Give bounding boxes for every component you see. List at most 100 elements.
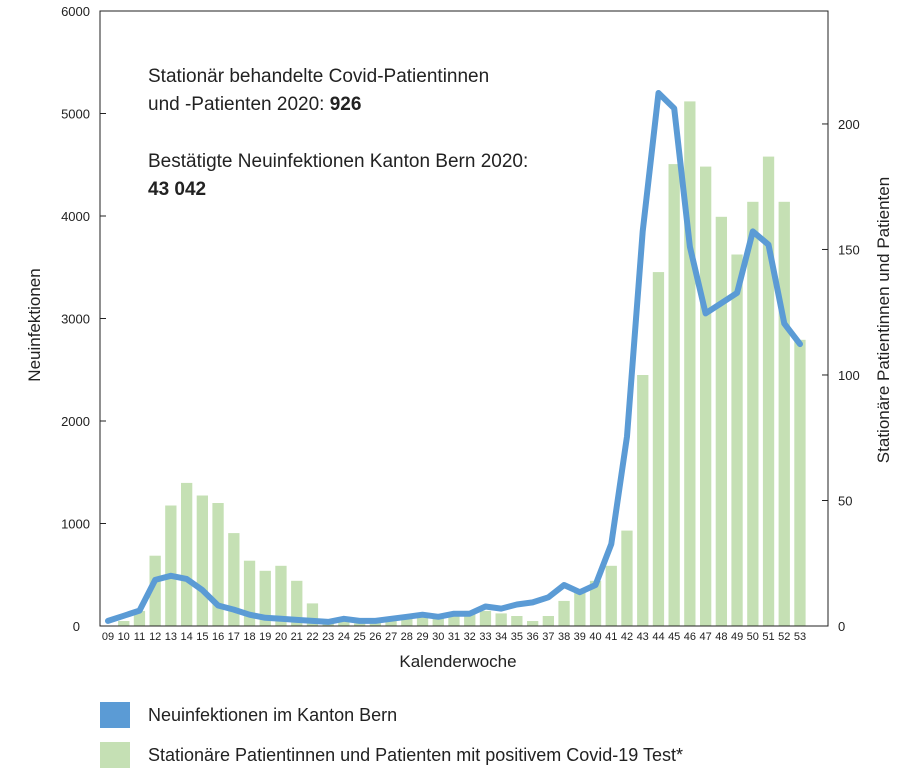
bar-week-37 [542,616,554,626]
x-tick-label: 26 [369,631,381,643]
bar-week-17 [228,533,240,626]
bar-week-28 [401,616,413,626]
legend-item-infections: Neuinfektionen im Kanton Bern [100,698,683,732]
x-tick-label: 18 [243,631,255,643]
x-tick-label: 44 [652,631,664,643]
x-tick-label: 27 [385,631,397,643]
bar-week-27 [385,618,397,626]
x-tick-label: 34 [495,631,507,643]
right-axis-ticks: 0 50 100 150 200 [822,117,860,634]
bar-week-39 [574,590,586,626]
bar-week-34 [495,613,507,626]
left-tick-label: 0 [73,619,80,634]
x-tick-label: 35 [511,631,523,643]
x-tick-label: 22 [306,631,318,643]
x-tick-label: 33 [479,631,491,643]
left-tick-label: 6000 [61,4,90,19]
x-tick-label: 17 [228,631,240,643]
bar-week-33 [479,610,492,626]
left-axis-label: Neuinfektionen [25,268,44,381]
x-tick-label: 15 [196,631,208,643]
chart: 0 1000 2000 3000 4000 5000 6000 0 50 100 150 200 0… [25,4,893,671]
annotation-infections-line1: Bestätigte Neuinfektionen Kanton Bern 20… [148,151,528,172]
right-tick-label: 200 [838,117,860,132]
left-tick-label: 3000 [61,312,90,327]
x-tick-label: 09 [102,631,114,643]
x-tick-label: 13 [165,631,177,643]
bar-week-50 [747,201,759,627]
x-tick-label: 49 [731,631,743,643]
annotation-hospital-line2: und -Patienten 2020: 926 [148,94,361,115]
bar-week-41 [605,565,617,626]
x-tick-label: 45 [668,631,680,643]
x-tick-label: 41 [605,631,617,643]
annotation-infections-value: 43 042 [148,179,206,200]
x-tick-label: 43 [637,631,649,643]
x-tick-label: 10 [118,631,130,643]
x-tick-label: 32 [464,631,476,643]
legend-swatch-patients [100,742,130,768]
x-tick-label: 37 [542,631,554,643]
bar-week-36 [527,621,539,626]
legend-label-patients: Stationäre Patientinnen und Patienten mi… [148,744,683,765]
bar-week-10 [118,621,130,626]
x-tick-label: 24 [338,631,350,643]
x-tick-label: 28 [401,631,413,643]
bar-week-21 [291,580,303,626]
x-tick-label: 31 [448,631,460,643]
annotation-hospital-value: 926 [330,94,362,115]
infections-line [105,90,803,625]
x-axis-ticks: 09 10 11 12 13 14 15 16 17 18 19 20 21 22 23 24 25 26 27 28… [102,631,806,643]
bar-week-18 [243,560,256,626]
bar-week-25 [354,623,366,626]
x-tick-label: 20 [275,631,287,643]
bar-week-49 [731,254,743,626]
bar-week-20 [275,565,287,626]
x-tick-label: 48 [715,631,727,643]
x-tick-label: 40 [589,631,601,643]
legend-item-patients: Stationäre Patientinnen und Patienten mi… [100,738,683,772]
left-axis-ticks: 0 1000 2000 3000 4000 5000 6000 [61,4,106,634]
bar-week-14 [181,482,193,626]
bar-week-53 [794,339,806,626]
bar-week-24 [338,621,350,626]
bar-week-40 [589,580,602,626]
annotation-hospital-label: und -Patienten 2020: [148,94,330,115]
x-tick-label: 42 [621,631,633,643]
bar-week-46 [684,101,696,626]
bar-week-19 [259,570,271,626]
bar-week-31 [448,613,460,626]
x-tick-label: 16 [212,631,224,643]
bar-week-16 [212,503,224,626]
x-tick-label: 51 [762,631,774,643]
bar-week-12 [149,555,161,626]
x-tick-label: 29 [416,631,428,643]
bar-week-44 [652,272,665,626]
legend-swatch-infections [100,702,130,728]
x-tick-label: 36 [526,631,538,643]
left-tick-label: 4000 [61,209,90,224]
bar-week-11 [133,610,146,626]
bar-series [118,101,806,627]
x-tick-label: 39 [574,631,586,643]
right-tick-label: 50 [838,493,852,508]
bar-week-30 [432,616,444,626]
x-tick-label: 46 [684,631,696,643]
right-tick-label: 150 [838,242,860,257]
x-tick-label: 50 [747,631,759,643]
bar-week-48 [715,216,727,627]
bar-week-35 [511,616,523,626]
bar-week-51 [762,156,775,626]
bar-week-32 [464,610,476,626]
right-tick-label: 100 [838,368,860,383]
x-axis-label: Kalenderwoche [399,652,516,671]
right-tick-label: 0 [838,619,845,634]
bar-week-45 [668,164,680,626]
bar-week-29 [416,613,429,626]
x-tick-label: 30 [432,631,444,643]
x-tick-label: 25 [353,631,365,643]
bar-week-38 [558,600,570,626]
bar-week-43 [637,375,649,626]
bar-week-47 [700,166,712,626]
x-tick-label: 47 [699,631,711,643]
